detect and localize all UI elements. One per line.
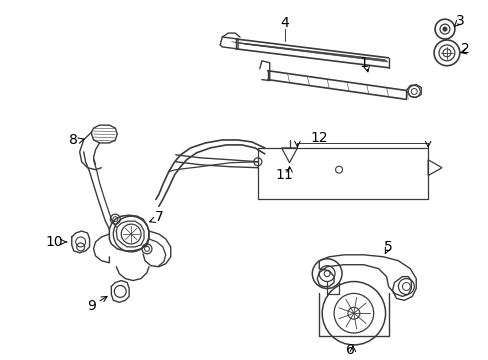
Text: 1: 1 — [359, 56, 367, 70]
Text: 10: 10 — [45, 235, 62, 249]
Text: 4: 4 — [280, 16, 288, 30]
Text: 12: 12 — [310, 131, 327, 145]
Polygon shape — [281, 148, 297, 163]
Text: 3: 3 — [454, 14, 463, 28]
Text: 2: 2 — [461, 42, 469, 56]
Text: 6: 6 — [346, 343, 355, 357]
Text: 11: 11 — [275, 168, 293, 182]
Polygon shape — [427, 160, 441, 176]
Text: 8: 8 — [69, 133, 78, 147]
Circle shape — [442, 27, 446, 31]
Text: 9: 9 — [87, 299, 96, 313]
Text: 7: 7 — [154, 210, 163, 224]
Text: 5: 5 — [384, 240, 392, 254]
